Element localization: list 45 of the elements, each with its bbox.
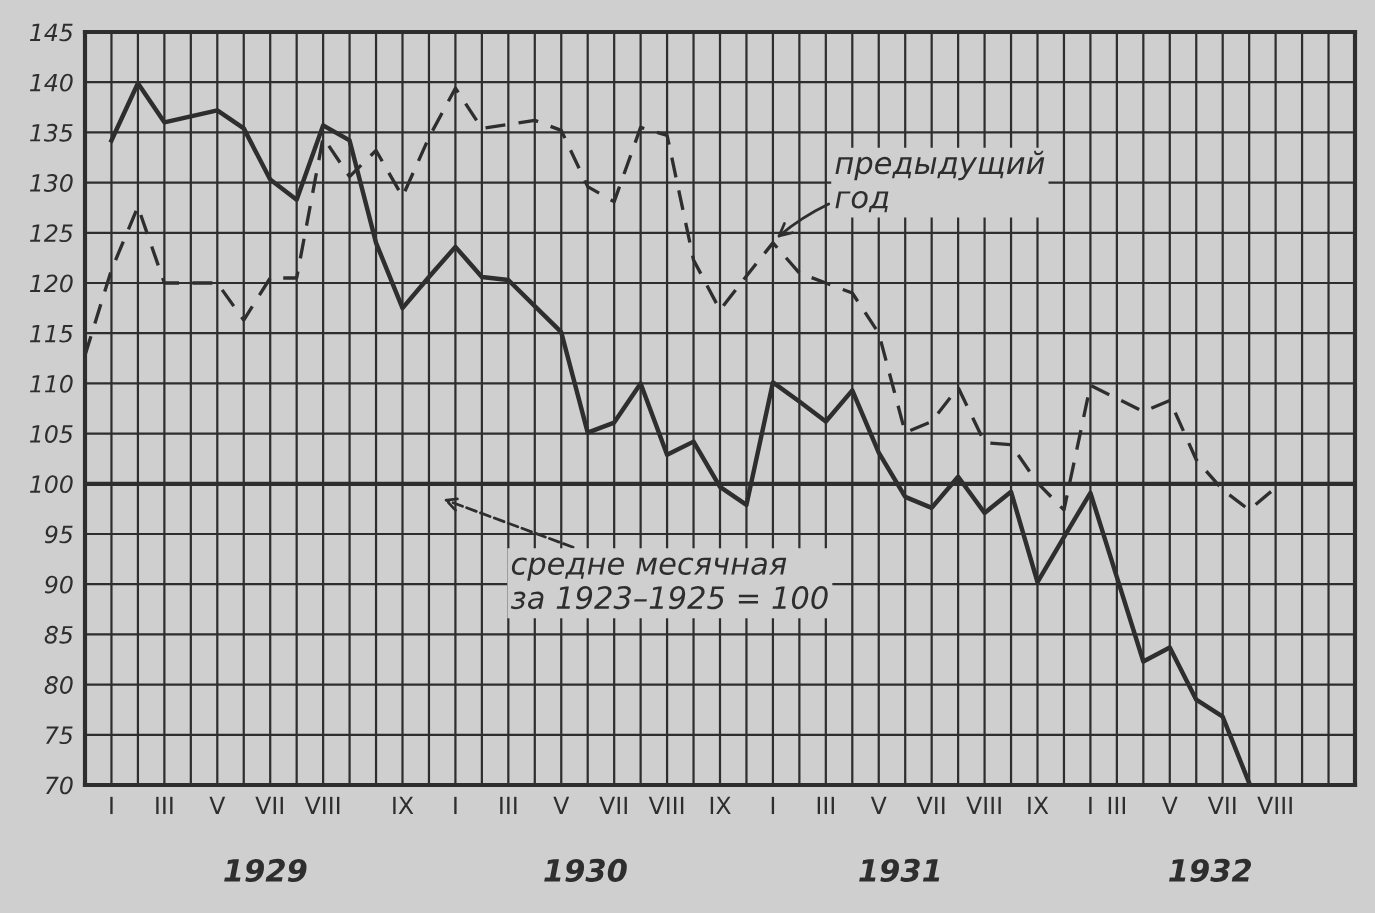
text: 1931 (859, 858, 940, 882)
x-tick-label: V (209, 796, 226, 815)
x-tick-label: III (817, 796, 834, 815)
x-tick-label: VII (599, 796, 627, 815)
text: 1932 (1169, 858, 1252, 882)
y-tick-label: 90 (44, 575, 73, 594)
x-tick-label: V (553, 796, 570, 815)
y-tick-label: 85 (44, 625, 73, 644)
y-tick-label: 70 (46, 776, 73, 795)
y-tick-label: 120 (29, 274, 73, 293)
x-tick-label: IX (393, 796, 414, 815)
x-tick-label: I (454, 796, 457, 815)
y-tick-label: 145 (29, 23, 73, 42)
annotation: предыдущий год (835, 150, 1045, 213)
x-tick-label: VII (255, 796, 283, 815)
x-tick-label: V (870, 796, 887, 815)
y-tick-label: 115 (29, 324, 73, 343)
y-tick-label: 100 (29, 475, 73, 494)
y-tick-label: 140 (29, 73, 73, 92)
x-tick-label: VIII (648, 796, 684, 815)
y-tick-label: 125 (29, 224, 73, 243)
x-tick-label: III (1108, 796, 1125, 815)
x-tick-label: III (500, 796, 517, 815)
text: 1929 (224, 858, 307, 882)
x-tick-label: VIII (1257, 796, 1292, 815)
y-tick-label: 95 (44, 525, 73, 544)
x-tick-label: I (110, 796, 113, 815)
y-tick-label: 130 (29, 174, 73, 192)
text: 1930 (544, 858, 627, 882)
x-tick-label: V (1161, 796, 1178, 815)
x-tick-label: I (1089, 796, 1092, 815)
y-tick-label: 135 (29, 123, 73, 142)
y-tick-label: 105 (29, 425, 73, 443)
x-tick-label: IX (1028, 796, 1049, 815)
x-tick-label: VIII (966, 796, 1001, 815)
annotation: средне месячная за 1923–1925 = 100 (510, 557, 828, 610)
x-tick-label: VII (1207, 796, 1236, 815)
y-tick-label: 80 (44, 676, 73, 694)
x-tick-label: VIII (304, 796, 340, 815)
x-tick-label: III (156, 796, 173, 815)
y-tick-label: 75 (46, 726, 73, 745)
x-tick-label: I (771, 796, 775, 815)
y-tick-label: 110 (29, 374, 73, 393)
x-tick-label: IX (710, 796, 731, 815)
x-tick-label: VII (916, 796, 945, 815)
